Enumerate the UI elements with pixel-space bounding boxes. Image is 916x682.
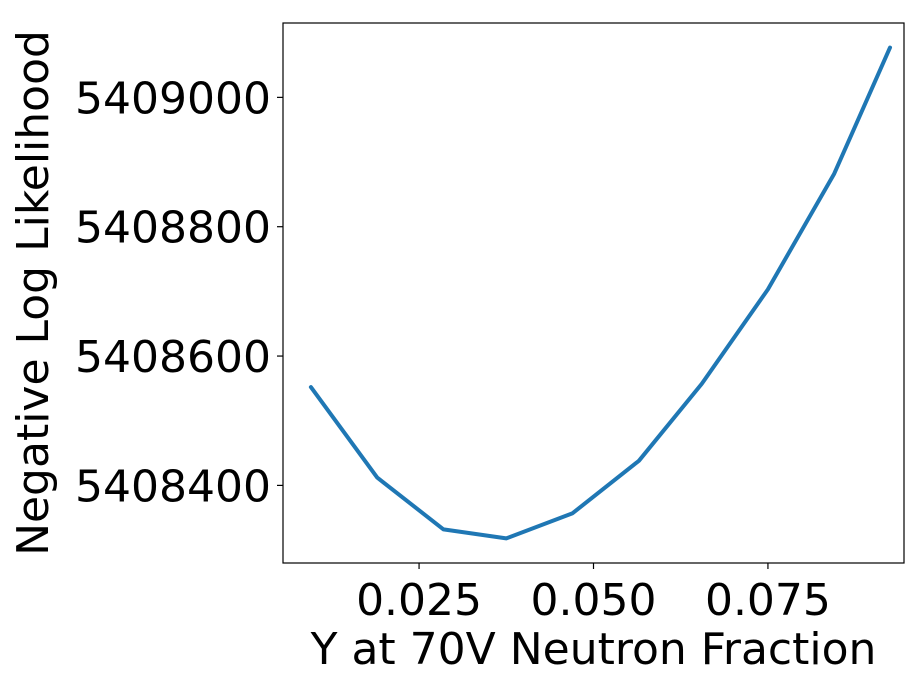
y-tick-label: 5408400 (75, 461, 271, 512)
series-line (308, 45, 892, 541)
plot-area (283, 23, 904, 563)
plot-frame (282, 22, 905, 564)
y-tick-label: 5409000 (75, 73, 271, 124)
y-axis-label: Negative Log Likelihood (8, 30, 59, 556)
x-tick-label: 0.025 (356, 575, 482, 626)
x-axis-ticks: 0.025 0.050 0.075 (356, 563, 831, 626)
x-tick-label: 0.050 (531, 575, 657, 626)
y-tick-label: 5408600 (75, 332, 271, 383)
x-tick-label: 0.075 (705, 575, 831, 626)
y-axis-ticks: 5408400 5408600 5408800 5409000 (75, 73, 283, 512)
y-tick-label: 5408800 (75, 203, 271, 254)
x-axis-label: Y at 70V Neutron Fraction (310, 624, 877, 675)
